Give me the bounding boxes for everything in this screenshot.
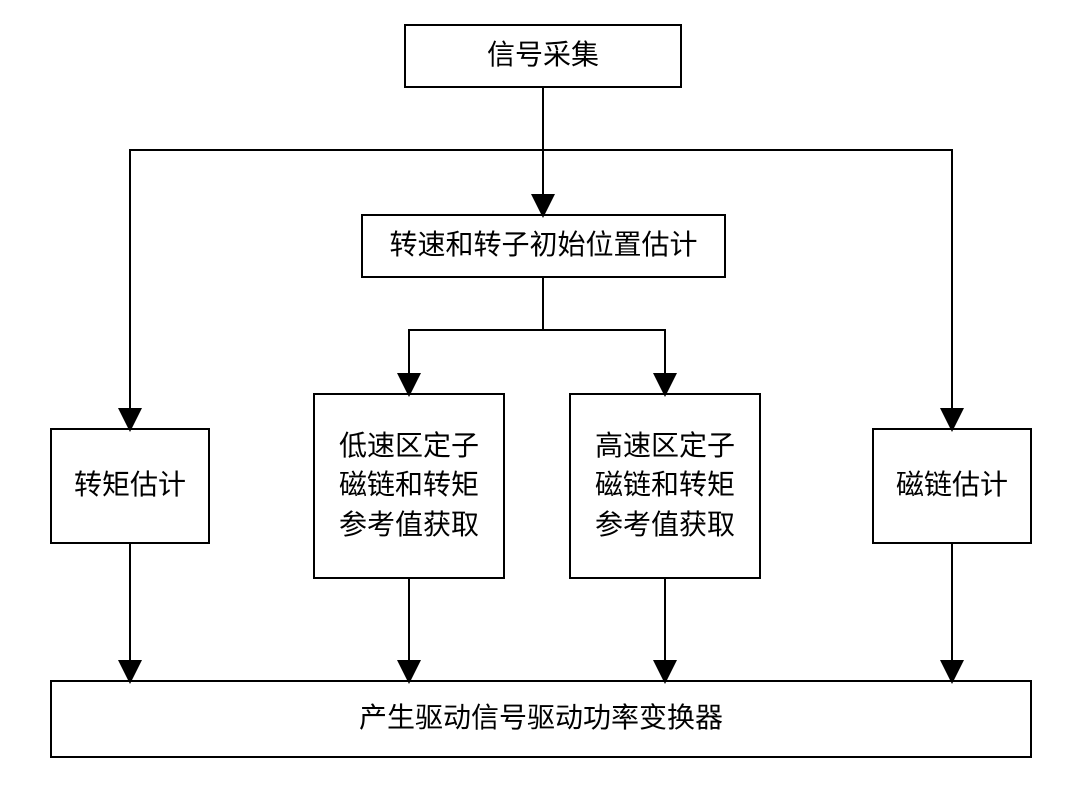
node-label: 转速和转子初始位置估计 bbox=[389, 226, 697, 265]
node-signal-acquisition: 信号采集 bbox=[404, 24, 682, 88]
node-label: 产生驱动信号驱动功率变换器 bbox=[359, 699, 723, 738]
node-drive-output: 产生驱动信号驱动功率变换器 bbox=[50, 680, 1032, 758]
edge bbox=[543, 278, 665, 393]
node-label: 转矩估计 bbox=[74, 466, 186, 505]
flowchart-edges bbox=[0, 0, 1086, 792]
node-flux-estimation: 磁链估计 bbox=[872, 428, 1032, 544]
edge bbox=[130, 150, 543, 428]
node-speed-rotor-estimation: 转速和转子初始位置估计 bbox=[361, 214, 726, 278]
node-label: 信号采集 bbox=[487, 36, 599, 75]
node-label: 低速区定子磁链和转矩参考值获取 bbox=[331, 427, 487, 545]
node-torque-estimation: 转矩估计 bbox=[50, 428, 210, 544]
node-label: 高速区定子磁链和转矩参考值获取 bbox=[587, 427, 743, 545]
edge bbox=[543, 150, 952, 428]
node-high-speed-ref: 高速区定子磁链和转矩参考值获取 bbox=[569, 393, 761, 579]
node-low-speed-ref: 低速区定子磁链和转矩参考值获取 bbox=[313, 393, 505, 579]
node-label: 磁链估计 bbox=[896, 466, 1008, 505]
edge bbox=[409, 278, 543, 393]
